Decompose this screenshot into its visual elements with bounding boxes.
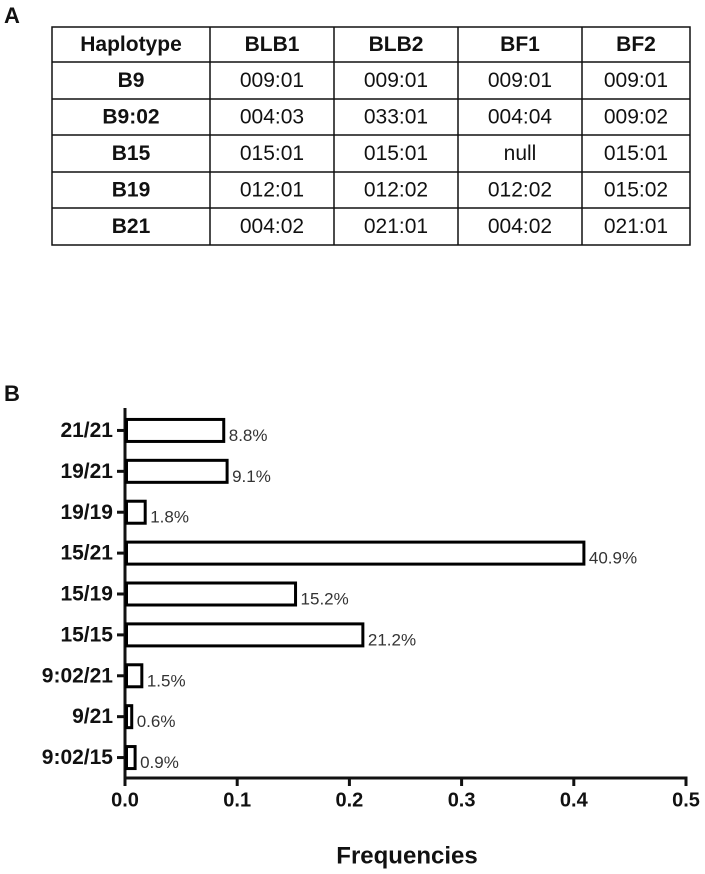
table-cell: 021:01	[364, 215, 428, 238]
table-header: BF2	[616, 33, 656, 56]
panel-label: B	[4, 381, 20, 406]
x-axis-label: Frequencies	[336, 842, 477, 869]
data-label: 0.9%	[140, 753, 179, 772]
y-tick-label: 21/21	[60, 419, 113, 442]
panel-label: A	[4, 3, 20, 28]
table-cell: 009:01	[604, 69, 668, 92]
row-header: B21	[112, 215, 151, 238]
bar	[125, 581, 298, 607]
table-cell: 015:01	[364, 142, 428, 165]
data-label: 0.6%	[137, 712, 176, 731]
table-cell: 009:01	[240, 69, 304, 92]
data-label: 1.8%	[150, 508, 189, 527]
table-cell: 015:02	[604, 179, 668, 202]
chart: 0.0 0.1 0.2 0.3 0.4 0.5 21/21 8.8% 19/21 9.1% 19/1…	[42, 408, 700, 811]
table-header: Haplotype	[80, 33, 182, 56]
data-label: 40.9%	[589, 549, 637, 568]
data-label: 8.8%	[229, 426, 268, 445]
x-tick-label: 0.3	[448, 789, 476, 811]
bar	[125, 458, 229, 484]
data-label: 15.2%	[301, 589, 349, 608]
row-header: B15	[112, 142, 151, 165]
y-tick-label: 15/19	[60, 583, 113, 606]
table-cell: 009:02	[604, 106, 668, 129]
table-cell: 033:01	[364, 106, 428, 129]
table-cell: 012:02	[488, 179, 552, 202]
bar	[125, 663, 144, 689]
table-header: BLB1	[245, 33, 300, 56]
table-cell: 004:03	[240, 106, 304, 129]
row-header: B19	[112, 179, 151, 202]
y-tick-label: 9:02/15	[42, 746, 114, 769]
bar	[125, 745, 137, 771]
table-cell: 009:01	[364, 69, 428, 92]
table-cell: 004:04	[488, 106, 553, 129]
x-tick-label: 0.0	[111, 789, 139, 811]
table: Haplotype BLB1 BLB2 BF1 BF2 B9 009:01 009:01 009…	[51, 26, 691, 246]
y-tick-label: 9:02/21	[42, 664, 114, 687]
table-cell: 021:01	[604, 215, 668, 238]
x-tick-label: 0.5	[672, 789, 700, 811]
bar	[125, 417, 226, 443]
bar	[125, 704, 134, 730]
table-cell: 015:01	[240, 142, 304, 165]
x-tick-label: 0.4	[560, 789, 589, 811]
table-cell: null	[504, 142, 537, 165]
bar	[125, 622, 365, 648]
bar	[125, 499, 147, 525]
table-header: BF1	[500, 33, 540, 56]
table-cell: 012:02	[364, 179, 428, 202]
table-cell: 009:01	[488, 69, 552, 92]
x-tick-label: 0.2	[335, 789, 363, 811]
table-cell: 015:01	[604, 142, 668, 165]
data-label: 21.2%	[368, 630, 416, 649]
y-tick-label: 19/19	[60, 501, 113, 524]
table-border	[51, 26, 691, 246]
table-cell: 004:02	[240, 215, 304, 238]
table-cell: 012:01	[240, 179, 304, 202]
y-tick-label: 15/21	[60, 542, 113, 565]
y-tick-label: 15/15	[60, 623, 113, 646]
table-header: BLB2	[369, 33, 424, 56]
y-tick-label: 19/21	[60, 460, 113, 483]
row-header: B9:02	[102, 106, 159, 129]
data-label: 9.1%	[232, 467, 271, 486]
x-tick-label: 0.1	[223, 789, 251, 811]
y-tick-label: 9/21	[72, 705, 113, 728]
bar	[125, 540, 586, 566]
row-header: B9	[118, 69, 145, 92]
data-label: 1.5%	[147, 671, 186, 690]
table-cell: 004:02	[488, 215, 552, 238]
